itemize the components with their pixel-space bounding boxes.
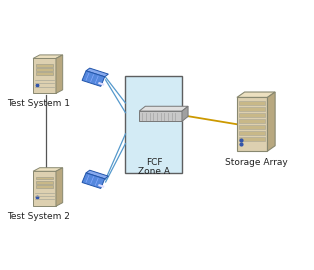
Polygon shape [139,106,188,111]
Polygon shape [82,173,105,188]
Polygon shape [82,71,105,86]
FancyBboxPatch shape [239,137,265,141]
FancyBboxPatch shape [239,102,265,105]
Polygon shape [33,171,56,206]
FancyBboxPatch shape [239,107,265,111]
Text: Test System 2: Test System 2 [7,212,70,221]
FancyBboxPatch shape [36,64,52,67]
Polygon shape [56,55,63,93]
Polygon shape [237,97,268,151]
FancyBboxPatch shape [36,181,52,184]
FancyBboxPatch shape [239,113,265,117]
FancyBboxPatch shape [36,68,52,71]
Text: Test System 1: Test System 1 [7,99,70,108]
Text: Storage Array: Storage Array [225,158,288,167]
FancyBboxPatch shape [239,119,265,123]
Polygon shape [33,168,63,171]
Polygon shape [86,68,108,77]
Text: FCF: FCF [146,158,163,167]
FancyBboxPatch shape [239,125,265,129]
Polygon shape [237,92,275,97]
FancyBboxPatch shape [36,72,52,75]
FancyBboxPatch shape [126,76,182,173]
Polygon shape [182,106,188,121]
Polygon shape [33,58,56,93]
Polygon shape [139,111,182,121]
FancyBboxPatch shape [36,185,52,188]
Polygon shape [33,55,63,58]
FancyBboxPatch shape [36,177,52,180]
Polygon shape [86,170,108,179]
Text: Zone A: Zone A [138,167,171,176]
Polygon shape [56,168,63,206]
FancyBboxPatch shape [239,131,265,135]
Polygon shape [268,92,275,151]
